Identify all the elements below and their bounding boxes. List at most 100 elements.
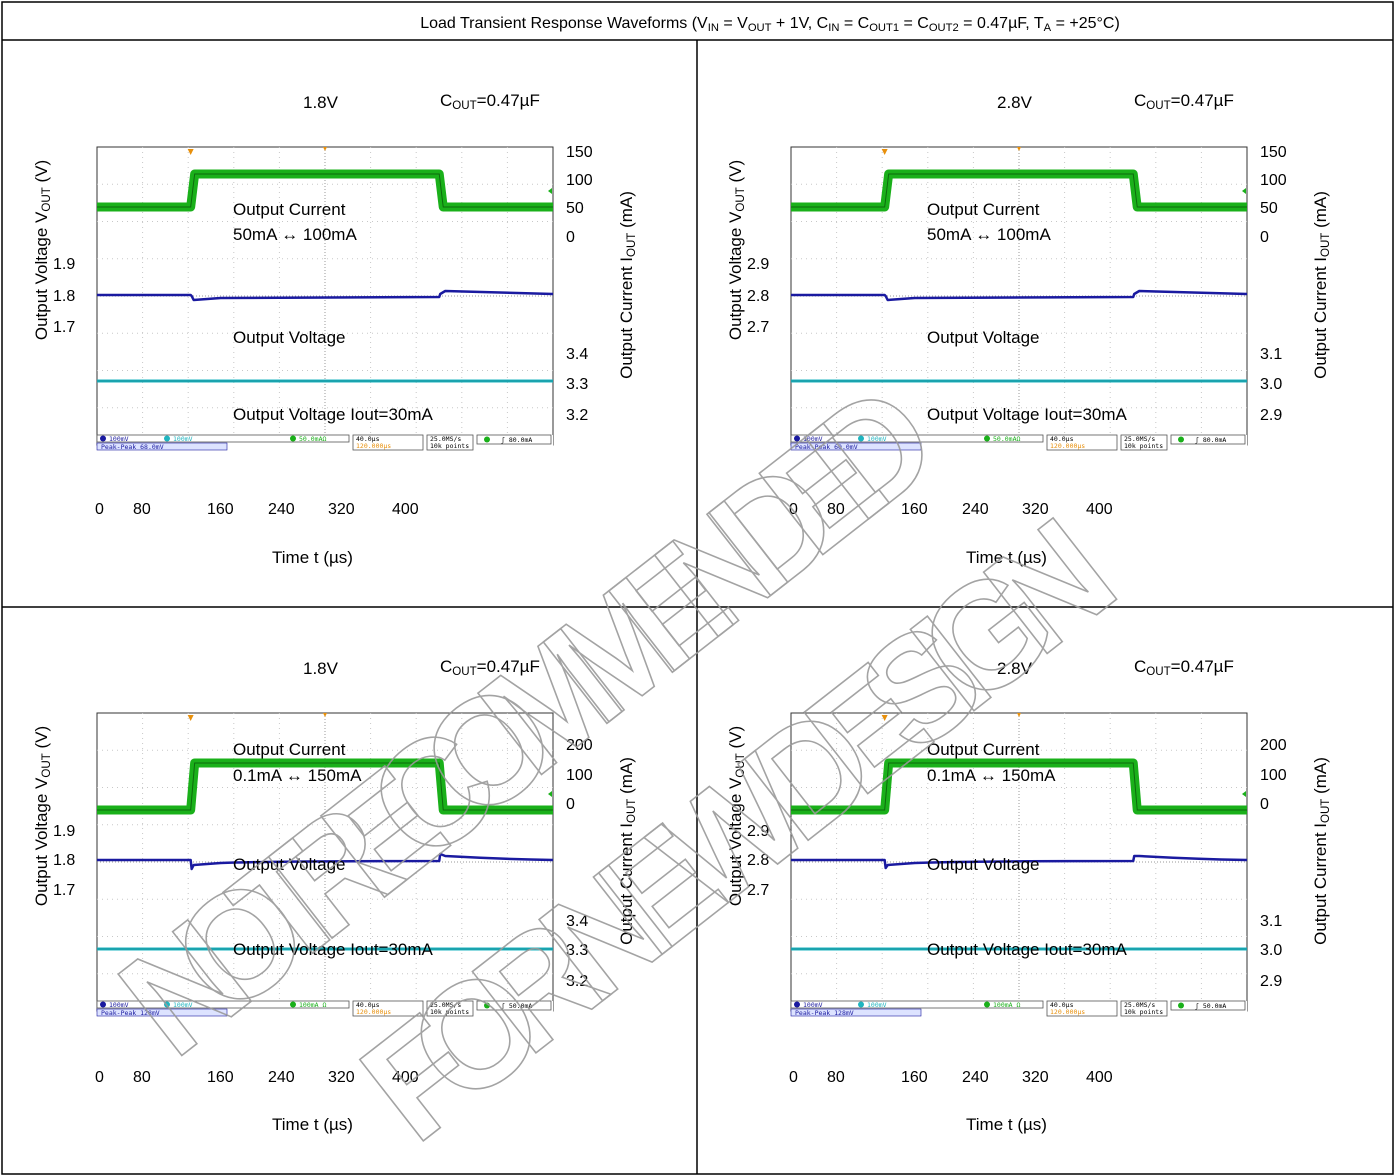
voltage2-tick-label: 3.2	[566, 407, 588, 424]
status-sample-box	[426, 1000, 474, 1017]
x-tick-label: 0	[95, 1069, 104, 1086]
right-axis-title-text-sub: OUT	[1320, 233, 1332, 257]
vout-setting-label: 2.8V	[997, 659, 1033, 678]
right-axis-title-text-unit: (mA)	[617, 191, 636, 233]
voltage2-label: Output Voltage Iout=30mA	[927, 405, 1128, 424]
title-segment: = C	[899, 15, 929, 32]
x-tick-label: 240	[268, 501, 295, 518]
x-axis-title: Time t (µs)	[966, 548, 1047, 567]
status-trigger-box	[1170, 434, 1246, 445]
vout-setting-label: 1.8V	[303, 659, 339, 678]
title-segment: = 0.47µF, T	[959, 15, 1044, 32]
voltage2-label: Output Voltage Iout=30mA	[927, 940, 1128, 959]
right-axis-title-text: Output Current IOUT (mA)	[1311, 757, 1332, 945]
status-sample-rate: 25.0MS/s	[430, 435, 461, 443]
status-ch1: 100mV	[109, 1001, 129, 1009]
x-tick-label: 0	[95, 501, 104, 518]
right-axis-title: Output Current IOUT (mA)	[617, 757, 638, 945]
cout-label: COUT=0.47µF	[1134, 91, 1234, 112]
current-tick-label: 0	[1260, 796, 1269, 813]
left-axis-title: Output Voltage VOUT (V)	[726, 160, 747, 340]
voltage-tick-label: 1.8	[53, 288, 75, 305]
left-axis-title: Output Voltage VOUT (V)	[32, 726, 53, 906]
right-axis-title-text: Output Current IOUT (mA)	[617, 191, 638, 379]
current-label-2: 50mA ↔ 100mA	[927, 225, 1051, 244]
title-subscript: OUT2	[929, 22, 959, 34]
x-tick-label: 400	[392, 1069, 419, 1086]
status-ch2: 100mV	[867, 1001, 887, 1009]
trigger-marker-icon	[881, 715, 888, 721]
status-record: 10k points	[430, 1008, 469, 1016]
left-axis-title-text-unit: (V)	[32, 160, 51, 187]
voltage-tick-label: 2.9	[747, 256, 769, 273]
status-measure: Peak-Peak 128mV	[795, 1009, 854, 1017]
cout-label-sub: OUT	[452, 666, 476, 678]
left-axis-title-text: Output Voltage VOUT (V)	[32, 726, 53, 906]
left-axis-title: Output Voltage VOUT (V)	[32, 160, 53, 340]
status-sample-rate: 25.0MS/s	[1124, 1001, 1155, 1009]
x-tick-label: 160	[207, 1069, 234, 1086]
current-tick-label: 0	[1260, 229, 1269, 246]
status-trigger-box	[476, 1000, 552, 1011]
title-segment: + 1V, C	[771, 15, 828, 32]
status-time-box	[352, 434, 424, 451]
center-marker-icon	[323, 147, 327, 151]
title-subscript: A	[1044, 22, 1052, 34]
cout-label-unit: =0.47µF	[1171, 91, 1234, 110]
status-measure: Peak-Peak 128mV	[101, 1009, 160, 1017]
center-marker-icon	[1017, 713, 1021, 717]
status-trigger-box	[476, 434, 552, 445]
title-subscript: OUT	[748, 22, 772, 34]
current-tick-label: 100	[566, 172, 593, 189]
x-tick-label: 320	[1022, 1069, 1049, 1086]
current-trace-edge	[97, 762, 553, 811]
cout-label-unit: =0.47µF	[477, 657, 540, 676]
status-ch-box	[790, 434, 1044, 443]
status-sample-rate: 25.0MS/s	[1124, 435, 1155, 443]
vout-setting-label: 2.8V	[997, 93, 1033, 112]
x-tick-label: 160	[207, 501, 234, 518]
status-time-box	[352, 1000, 424, 1017]
voltage2-tick-label: 3.0	[1260, 376, 1282, 393]
current-label-1: Output Current	[233, 740, 346, 759]
right-axis-title: Output Current IOUT (mA)	[617, 191, 638, 379]
x-tick-label: 320	[328, 501, 355, 518]
left-axis-title-text-main: Output Voltage V	[726, 211, 745, 340]
x-axis-title: Time t (µs)	[966, 1115, 1047, 1134]
status-measure-box	[790, 1008, 922, 1017]
x-tick-label: 160	[901, 501, 928, 518]
x-axis-title: Time t (µs)	[272, 548, 353, 567]
voltage2-tick-label: 3.2	[566, 973, 588, 990]
voltage-tick-label: 2.8	[747, 852, 769, 869]
current-tick-label: 150	[1260, 144, 1287, 161]
status-trigger: ʃ 80.0mA	[501, 436, 532, 444]
trigger-ch-badge-icon	[484, 1002, 490, 1009]
x-tick-label: 240	[962, 501, 989, 518]
voltage2-tick-label: 2.9	[1260, 973, 1282, 990]
current-trace-edge	[791, 762, 1247, 811]
voltage2-tick-label: 2.9	[1260, 407, 1282, 424]
x-axis-title: Time t (µs)	[272, 1115, 353, 1134]
right-axis-title-text-unit: (mA)	[1311, 757, 1330, 799]
status-ch2: 100mV	[173, 1001, 193, 1009]
status-timebase: 40.0µs	[1050, 435, 1074, 443]
current-label-1: Output Current	[233, 200, 346, 219]
center-marker-icon	[323, 713, 327, 717]
current-trace-edge	[791, 173, 1247, 208]
current-tick-label: 200	[1260, 737, 1287, 754]
voltage2-tick-label: 3.1	[1260, 913, 1282, 930]
left-axis-title-text-main: Output Voltage V	[32, 211, 51, 340]
current-label-2: 0.1mA ↔ 150mA	[233, 766, 362, 785]
status-trigger-pos: 120.000µs	[1050, 442, 1085, 450]
current-label-2: 50mA ↔ 100mA	[233, 225, 357, 244]
voltage-tick-label: 1.9	[53, 256, 75, 273]
voltage-label: Output Voltage	[927, 855, 1039, 874]
ch4-badge-icon	[984, 435, 990, 442]
status-ch1: 100mV	[109, 435, 129, 443]
title-segment: Load Transient Response Waveforms (V	[420, 15, 708, 32]
